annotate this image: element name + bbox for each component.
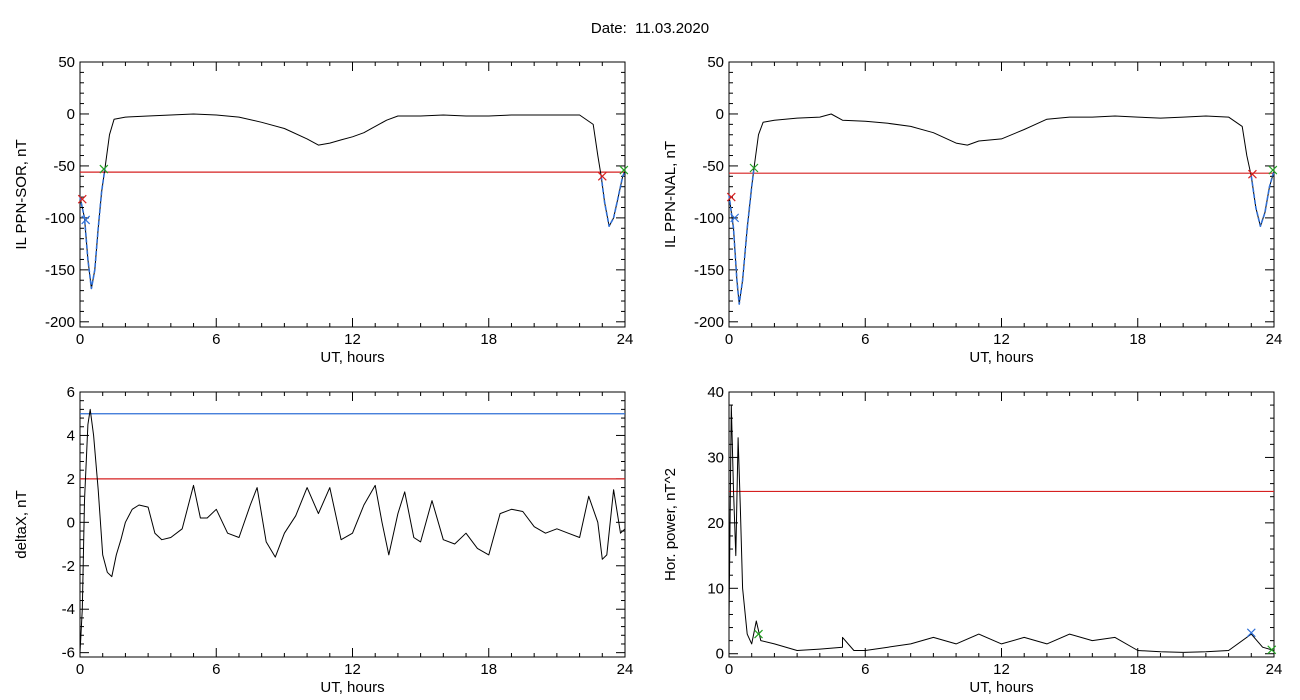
data-marker [749,163,759,173]
y-tick-label: 0 [67,514,75,531]
x-axis-label: UT, hours [969,349,1033,366]
x-tick-label: 18 [480,661,497,678]
y-tick-label: -150 [45,262,75,279]
y-tick-label: 40 [707,384,724,401]
y-tick-label: -200 [45,314,75,331]
data-series-line [728,404,1275,653]
data-series-line [79,113,626,289]
y-axis-label: Hor. power, nT^2 [662,468,679,581]
x-tick-label: 6 [212,661,220,678]
date-title: Date: 11.03.2020 [590,20,710,37]
data-marker [619,165,629,175]
x-tick-label: 6 [212,331,220,348]
y-tick-label: 2 [67,471,75,488]
x-tick-label: 6 [861,331,869,348]
y-tick-label: 50 [707,54,724,71]
x-tick-label: 12 [993,661,1010,678]
y-tick-label: 50 [58,54,75,71]
data-marker [99,164,109,174]
x-tick-label: 0 [76,661,84,678]
y-tick-label: -200 [694,314,724,331]
data-series-line [728,113,1275,305]
x-tick-label: 12 [344,331,361,348]
data-marker [81,215,91,225]
plot-frame [728,61,1275,328]
x-axis-label: UT, hours [320,679,384,696]
y-tick-label: -50 [53,158,75,175]
fit-series-line [1250,170,1275,227]
x-tick-label: 12 [344,661,361,678]
y-tick-label: 30 [707,449,724,466]
fit-series-line [600,170,626,227]
y-tick-label: 10 [707,580,724,597]
y-tick-label: 6 [67,384,75,401]
data-marker [597,171,607,181]
chart-panel-nal: 0 6 12 18 24 -200 -150 -100 -50 0 50 UT, hours IL PP… [662,54,1282,366]
fit-series-line [79,167,106,290]
data-marker [1267,645,1277,655]
x-axis-label: UT, hours [969,679,1033,696]
y-tick-label: 0 [67,106,75,123]
data-marker [730,213,740,223]
data-marker [754,629,763,639]
chart-panel-sor: 0 6 12 18 24 -200 -150 -100 -50 0 50 UT, hours IL PP… [13,54,633,366]
x-tick-label: 24 [617,661,634,678]
x-tick-label: 6 [861,661,869,678]
y-tick-label: -150 [694,262,724,279]
y-tick-label: -100 [694,210,724,227]
y-tick-label: -2 [62,558,75,575]
x-tick-label: 18 [1129,661,1146,678]
plot-frame [728,391,1275,658]
x-axis-label: UT, hours [320,349,384,366]
y-axis-label: IL PPN-NAL, nT [662,141,679,248]
data-series-line [79,408,626,653]
data-marker [726,192,736,202]
y-tick-label: 4 [67,427,75,444]
data-marker [1248,169,1257,179]
data-marker [1268,165,1278,175]
fit-series-line [728,167,755,305]
x-tick-label: 0 [725,331,733,348]
y-tick-label: -4 [62,601,75,618]
x-tick-label: 12 [993,331,1010,348]
y-tick-label: 20 [707,515,724,532]
x-tick-label: 0 [725,661,733,678]
y-tick-label: -100 [45,210,75,227]
data-marker [1246,628,1256,638]
x-tick-label: 24 [1266,331,1283,348]
plot-frame [79,391,626,658]
plot-frame [79,61,626,328]
x-tick-label: 0 [76,331,84,348]
x-tick-label: 18 [1129,331,1146,348]
y-tick-label: -6 [62,645,75,662]
y-axis-label: deltaX, nT [13,490,30,558]
x-tick-label: 24 [1266,661,1283,678]
y-tick-label: 0 [716,106,724,123]
x-tick-label: 18 [480,331,497,348]
y-tick-label: -50 [702,158,724,175]
chart-panel-hor-power: 0 6 12 18 24 0 10 20 30 40 UT, hours Hor. power, nT… [662,384,1282,696]
y-tick-label: 0 [716,646,724,663]
y-axis-label: IL PPN-SOR, nT [13,139,30,249]
x-tick-label: 24 [617,331,634,348]
data-marker [77,194,87,204]
